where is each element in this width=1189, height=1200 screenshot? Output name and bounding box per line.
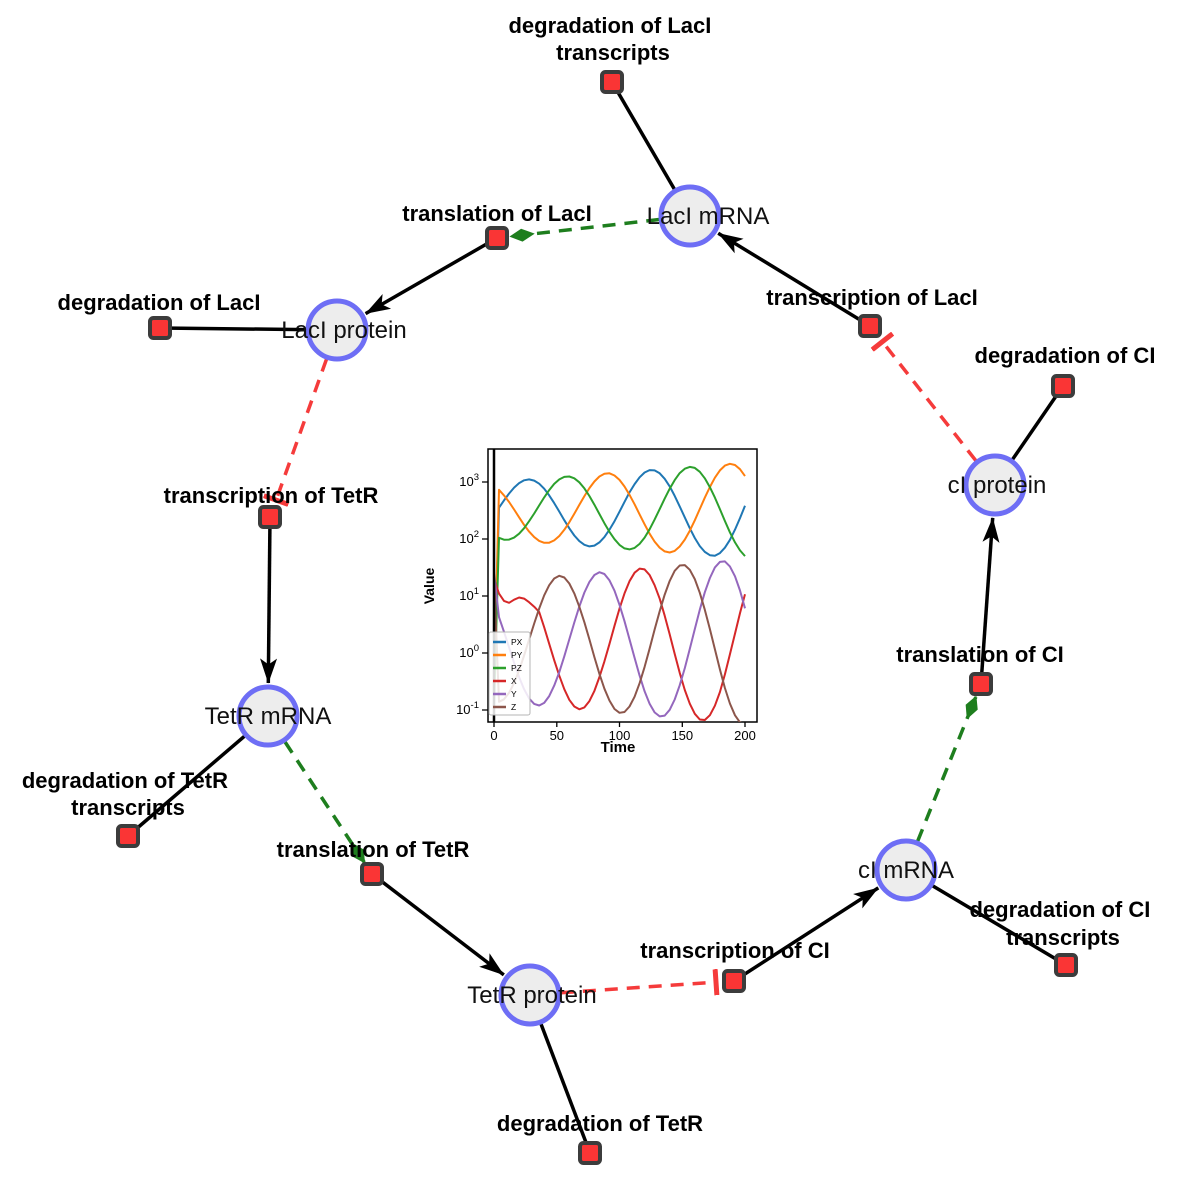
nodes-layer [116,70,1078,1165]
legend-label-pz: PZ [511,663,522,673]
edge-tctetr-tetrmrna[interactable] [260,516,278,684]
chart-series-PY [493,462,746,683]
reaction-label-degradation-tetr-transcripts: degradation of TetR transcripts [22,768,234,820]
species-node-tetr-protein[interactable] [498,963,562,1027]
edge-cimrna-translation-modifier[interactable] [915,695,978,842]
edge-translation-ciprotein[interactable] [979,517,1000,685]
reaction-label-degradation-ci-transcripts: degradation of CI transcripts [969,897,1156,950]
reaction-label-translation-ci: translation of CI [896,642,1063,667]
y-axis-ticks [482,481,488,711]
inset-plot: 0 50 100 150 200 103 102 101 100 10-1 Ti… [421,448,758,756]
chart-series-X [493,567,746,721]
species-label-tetr-protein: TetR protein [467,982,596,1009]
labels-layer: LacI mRNA LacI protein TetR mRNA TetR pr… [22,13,1156,1136]
species-label-ci-protein: cI protein [948,472,1047,499]
chart-series-PX [493,469,746,683]
reaction-node-degradation-tetr[interactable] [578,1141,602,1165]
edge-tetrprotein-inhibits-tcci[interactable] [560,982,716,993]
y-tick-1e-1: 10-1 [456,700,479,717]
edge-ciprotein-inhibits-tclaci[interactable] [882,342,978,462]
species-label-laci-protein: LacI protein [281,317,406,344]
y-axis-title: Value [421,568,437,605]
legend-label-y: Y [511,689,517,699]
species-node-ci-mrna[interactable] [874,838,938,902]
x-tick-50: 50 [550,728,564,743]
chart-series-layer [493,462,746,722]
reaction-node-degradation-tetr-transcripts[interactable] [116,824,140,848]
y-tick-1e3: 103 [459,472,479,489]
reaction-label-degradation-laci-transcripts: degradation of LacI transcripts [508,13,717,65]
x-tick-0: 0 [490,728,497,743]
legend-box [488,631,531,716]
edge-translation-laciprotein[interactable] [364,236,498,316]
reaction-node-transcription-tetr[interactable] [258,505,282,529]
chart-series-Y [493,560,746,718]
reaction-label-translation-laci: translation of LacI [402,201,591,226]
edge-tclaci-lacimrna[interactable] [717,231,871,328]
species-label-laci-mrna: LacI mRNA [647,203,770,230]
legend: PX PY PZ X Y Z [488,631,531,716]
reaction-label-degradation-laci: degradation of LacI [58,290,261,315]
legend-label-x: X [511,676,517,686]
x-tick-100: 100 [609,728,631,743]
species-node-laci-mrna[interactable] [658,184,722,248]
reaction-node-transcription-laci[interactable] [858,314,882,338]
reaction-label-translation-tetr: translation of TetR [277,837,470,862]
x-axis-ticks [493,722,746,727]
reaction-label-degradation-tetr: degradation of TetR [497,1111,703,1136]
y-tick-1e2: 102 [459,529,479,546]
legend-label-py: PY [511,650,523,660]
reaction-label-transcription-tetr: transcription of TetR [164,483,379,508]
legend-label-z: Z [511,702,516,712]
species-label-tetr-mrna: TetR mRNA [205,703,332,730]
chart-series-PZ [493,465,746,706]
x-tick-200: 200 [734,728,756,743]
reaction-label-transcription-laci: transcription of LacI [766,285,977,310]
reaction-node-transcription-ci[interactable] [722,969,746,993]
edge-lacimrna-translation-modifier[interactable] [509,217,660,242]
edge-tetrmrna-translation-modifier[interactable] [283,740,366,864]
reaction-node-degradation-ci-transcripts[interactable] [1054,953,1078,977]
reaction-node-translation-tetr[interactable] [360,862,384,886]
x-axis-title: Time [601,739,636,756]
x-tick-150: 150 [671,728,693,743]
legend-label-px: PX [511,637,523,647]
species-node-ci-protein[interactable] [963,453,1027,517]
plot-area [487,448,758,723]
reaction-node-degradation-laci[interactable] [148,316,172,340]
species-label-ci-mrna: cI mRNA [858,857,954,884]
edge-tcci-cimrna[interactable] [733,886,880,983]
edge-translation-tetrprotein[interactable] [370,872,505,977]
y-tick-1e1: 101 [459,586,479,603]
species-node-tetr-mrna[interactable] [236,684,300,748]
reaction-label-transcription-ci: transcription of CI [640,938,829,963]
chart-series-Z [493,564,742,722]
reaction-node-degradation-ci[interactable] [1051,374,1075,398]
edge-laciprotein-inhibits-tctetr[interactable] [276,358,329,500]
y-tick-1e0: 100 [459,643,479,660]
reaction-node-translation-ci[interactable] [969,672,993,696]
reaction-node-translation-laci[interactable] [485,226,509,250]
reaction-label-degradation-ci: degradation of CI [975,343,1156,368]
reaction-node-degradation-laci-transcripts[interactable] [600,70,624,94]
species-node-laci-protein[interactable] [305,298,369,362]
